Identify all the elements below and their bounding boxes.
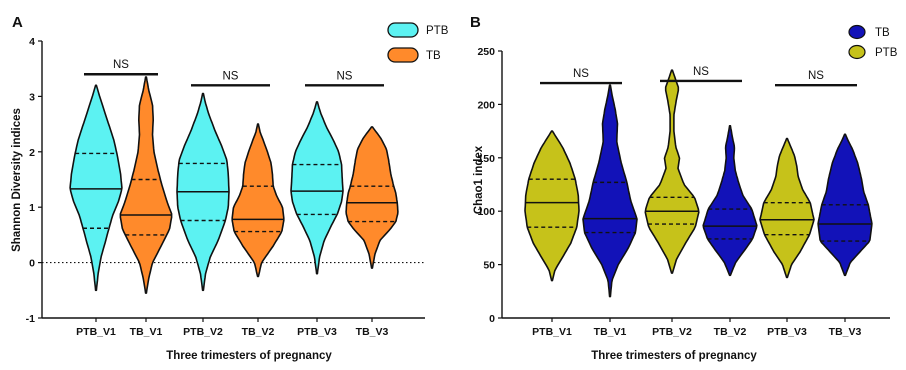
panel-b-legend-swatch: [848, 44, 866, 60]
panel-b-letter: B: [470, 14, 481, 31]
panel-b-significance-label: NS: [808, 70, 824, 82]
panel-a-x-tick-label: TB_V2: [242, 326, 275, 338]
panel-b-violin-ptb-v3: [759, 137, 815, 279]
panel-b-x-tick-label: PTB_V1: [532, 326, 572, 338]
panel-b-violin-tb-v1: [582, 84, 638, 298]
panel-b: B Chao1 index Three trimesters of pregna…: [470, 14, 898, 362]
panel-a-significance-label: NS: [223, 70, 239, 82]
panel-a-x-tick-label: PTB_V2: [183, 326, 223, 338]
panel-b-y-axis-label: Chao1 index: [473, 145, 485, 214]
panel-b-y-tick-label: 0: [489, 313, 495, 325]
panel-a-legend-label: PTB: [426, 25, 449, 37]
panel-b-violin-tb-v2: [702, 125, 758, 277]
panel-b-legend-label: PTB: [875, 47, 898, 59]
panel-a-y-axis-label: Shannon Diversity indices: [11, 108, 23, 252]
panel-a-violin-ptb-v3: [290, 101, 344, 275]
panel-a-y-tick-label: 2: [29, 147, 35, 159]
panel-b-x-tick-label: TB_V1: [594, 326, 627, 338]
panel-a-x-tick-label: TB_V1: [130, 326, 163, 338]
panel-b-y-tick-label: 200: [477, 99, 495, 111]
panel-b-y-tick-label: 100: [477, 206, 495, 218]
panel-b-plot: 0 50 100 150 200 250 PTB_V1 TB_V1 PTB_V2 TB_V2 PTB…: [477, 24, 898, 338]
panel-a-y-tick-label: 3: [29, 91, 35, 103]
panel-b-significance-label: NS: [573, 68, 589, 80]
panel-b-y-tick-label: 250: [477, 46, 495, 58]
panel-b-x-tick-label: TB_V3: [829, 326, 862, 338]
panel-b-legend-swatch: [848, 24, 866, 40]
panel-a-x-tick-label: TB_V3: [356, 326, 389, 338]
panel-b-violin-ptb-v2: [644, 69, 700, 274]
panel-b-y-tick-label: 50: [483, 260, 495, 272]
panel-a-x-tick-label: PTB_V1: [76, 326, 116, 338]
panel-a-legend-swatch: [387, 22, 419, 38]
panel-b-legend-label: TB: [875, 27, 890, 39]
panel-a-y-tick-label: 0: [29, 258, 35, 270]
panel-a-letter: A: [12, 14, 23, 31]
panel-a-violin-ptb-v1: [69, 84, 123, 292]
panel-a-y-tick-label: -1: [26, 313, 35, 325]
panel-a-x-axis-label: Three trimesters of pregnancy: [166, 350, 332, 362]
panel-a-violin-tb-v1: [119, 76, 173, 294]
panel-a-legend-label: TB: [426, 50, 441, 62]
panel-b-y-tick-label: 150: [477, 153, 495, 165]
panel-a-violin-tb-v2: [231, 123, 285, 278]
panel-b-violin-ptb-v1: [524, 130, 580, 282]
panel-b-significance-label: NS: [693, 66, 709, 78]
panel-a: A Shannon Diversity indices Three trimes…: [11, 14, 449, 362]
panel-a-y-tick-label: 1: [29, 202, 35, 214]
panel-b-x-tick-label: PTB_V2: [652, 326, 692, 338]
panel-a-plot: -1 0 1 2 3 4 PTB_V1 TB_V1 PTB_V2 TB_V2 PTB_V3 TB_V3…: [26, 22, 449, 338]
panel-a-x-tick-label: PTB_V3: [297, 326, 337, 338]
panel-b-x-tick-label: TB_V2: [714, 326, 747, 338]
panel-b-x-tick-label: PTB_V3: [767, 326, 807, 338]
panel-a-significance-label: NS: [337, 70, 353, 82]
panel-a-legend-swatch: [387, 47, 419, 63]
panel-a-y-tick-label: 4: [29, 36, 35, 48]
panel-a-violin-tb-v3: [345, 126, 399, 269]
panel-b-x-axis-label: Three trimesters of pregnancy: [591, 350, 757, 362]
panel-a-significance-label: NS: [113, 59, 129, 71]
